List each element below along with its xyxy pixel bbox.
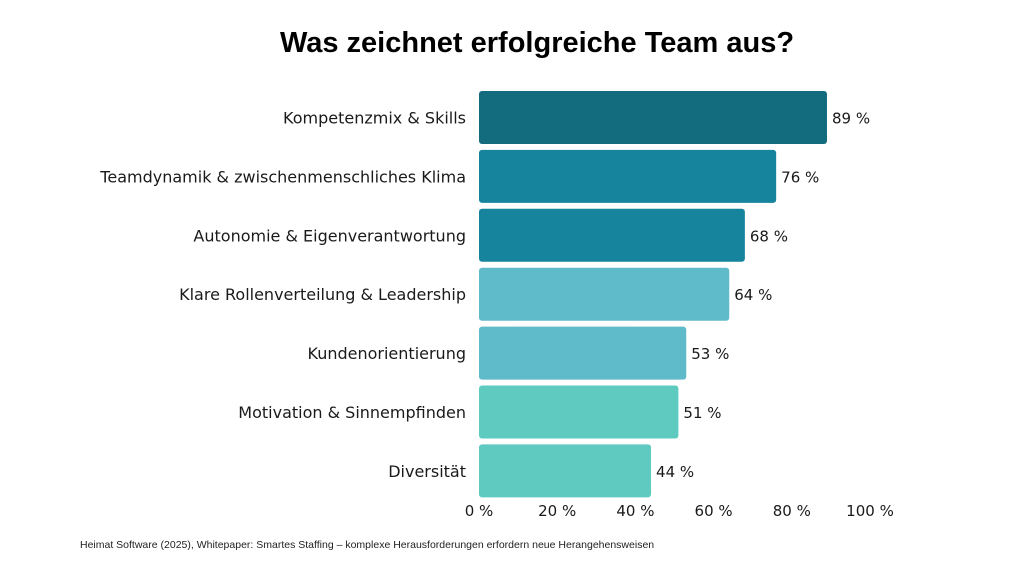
x-tick-label: 100 % — [846, 502, 894, 520]
value-label: 89 % — [832, 110, 870, 128]
bar — [479, 149, 777, 203]
x-axis-ticks: 0 % 20 % 40 % 60 % 80 % 100 % — [465, 502, 894, 520]
category-label: Diversität — [388, 462, 466, 481]
bar — [479, 267, 730, 321]
bars-group: Kompetenzmix & Skills 89 % Teamdynamik & z… — [99, 91, 870, 498]
value-label: 51 % — [683, 404, 721, 422]
value-label: 44 % — [656, 463, 694, 481]
category-label: Kompetenzmix & Skills — [283, 109, 466, 128]
category-label: Teamdynamik & zwischenmenschliches Klima — [99, 167, 466, 186]
bar — [479, 444, 652, 498]
bar — [479, 208, 745, 262]
x-tick-label: 20 % — [538, 502, 576, 520]
category-label: Autonomie & Eigenverantwortung — [193, 226, 466, 245]
bar — [479, 91, 827, 144]
source-note: Heimat Software (2025), Whitepaper: Smar… — [80, 539, 654, 551]
value-label: 53 % — [691, 345, 729, 363]
bar — [479, 326, 687, 380]
category-label: Motivation & Sinnempfinden — [238, 403, 466, 422]
value-label: 64 % — [734, 286, 772, 304]
x-tick-label: 60 % — [695, 502, 733, 520]
x-tick-label: 0 % — [465, 502, 494, 520]
x-tick-label: 40 % — [616, 502, 654, 520]
bar — [479, 385, 679, 439]
chart-title: Was zeichnet erfolgreiche Team aus? — [280, 27, 794, 59]
x-tick-label: 80 % — [773, 502, 811, 520]
category-label: Klare Rollenverteilung & Leadership — [179, 285, 466, 304]
category-label: Kundenorientierung — [308, 344, 467, 363]
value-label: 68 % — [750, 227, 788, 245]
value-label: 76 % — [781, 168, 819, 186]
